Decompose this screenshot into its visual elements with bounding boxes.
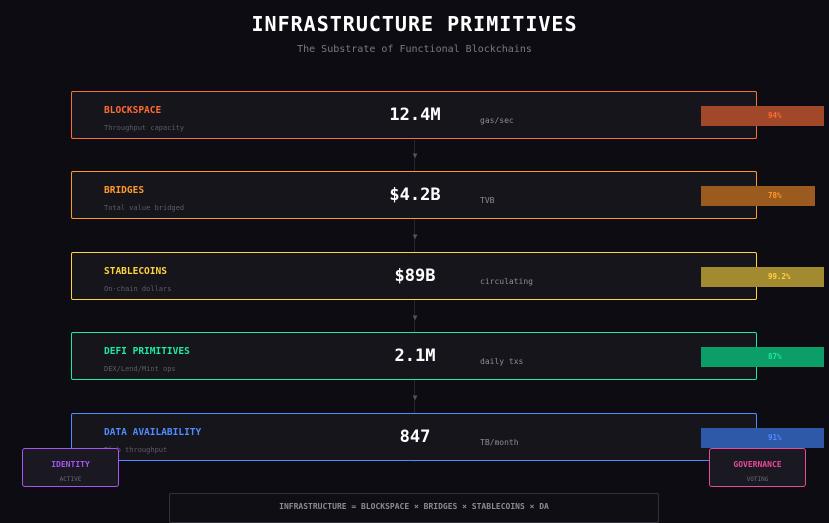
identity-status: ACTIVE [59, 476, 82, 483]
layer-unit: TVB [480, 196, 495, 205]
layer-name: DEFI PRIMITIVES [104, 346, 190, 357]
progress-fill [701, 267, 824, 287]
layer-value: 12.4M [389, 105, 441, 125]
layer-description: DEX/Lend/Mint ops [104, 365, 176, 373]
layer-name: DATA AVAILABILITY [104, 427, 202, 438]
progress-bar-blockspace: 94% [701, 106, 824, 126]
connector-line [414, 140, 415, 462]
layer-value: 2.1M [394, 346, 436, 366]
identity-panel[interactable]: IDENTITY ACTIVE [22, 448, 119, 487]
progress-bar-data-availability: 91% [701, 428, 824, 448]
governance-label: GOVERNANCE [733, 460, 782, 469]
progress-percent: 99.2% [768, 272, 791, 281]
down-arrow-icon: ▼ [412, 151, 418, 160]
progress-fill [701, 347, 824, 367]
progress-percent: 78% [768, 191, 782, 200]
progress-percent: 91% [768, 433, 782, 442]
layer-card-bridges[interactable]: BRIDGES Total value bridged $4.2B TVB [71, 171, 757, 219]
governance-status: VOTING [746, 476, 769, 483]
page-subtitle: The Substrate of Functional Blockchains [297, 44, 532, 55]
progress-percent: 94% [768, 111, 782, 120]
layer-description: Total value bridged [104, 204, 185, 212]
progress-fill [701, 106, 824, 126]
layer-card-blockspace[interactable]: BLOCKSPACE Throughput capacity 12.4M gas/se… [71, 91, 757, 139]
layer-value: 847 [399, 427, 431, 447]
formula-box: INFRASTRUCTURE = BLOCKSPACE × BRIDGES × … [169, 493, 659, 523]
progress-bar-bridges: 78% [701, 186, 824, 206]
layer-card-data-availability[interactable]: DATA AVAILABILITY Blob throughput 847 TB/mo… [71, 413, 757, 461]
layer-description: On-chain dollars [104, 285, 172, 293]
layer-unit: gas/sec [480, 116, 514, 125]
layer-value: $89B [394, 266, 436, 286]
identity-label: IDENTITY [51, 460, 90, 469]
layer-name: BRIDGES [104, 185, 145, 196]
progress-bar-stablecoins: 99.2% [701, 267, 824, 287]
layer-value: $4.2B [389, 185, 441, 205]
progress-bar-defi-primitives: 87% [701, 347, 824, 367]
formula-text: INFRASTRUCTURE = BLOCKSPACE × BRIDGES × … [279, 502, 549, 511]
down-arrow-icon: ▼ [412, 313, 418, 322]
governance-panel[interactable]: GOVERNANCE VOTING [709, 448, 806, 487]
layer-unit: TB/month [480, 438, 519, 447]
page-title: INFRASTRUCTURE PRIMITIVES [251, 12, 578, 36]
down-arrow-icon: ▼ [412, 393, 418, 402]
layer-card-defi-primitives[interactable]: DEFI PRIMITIVES DEX/Lend/Mint ops 2.1M dail… [71, 332, 757, 380]
progress-fill [701, 186, 815, 206]
progress-percent: 87% [768, 352, 782, 361]
layer-unit: daily txs [480, 357, 524, 366]
progress-fill [701, 428, 824, 448]
layer-description: Throughput capacity [104, 124, 185, 132]
layer-description: Blob throughput [104, 446, 168, 454]
layer-unit: circulating [480, 277, 533, 286]
down-arrow-icon: ▼ [412, 232, 418, 241]
layer-name: STABLECOINS [104, 266, 167, 277]
layer-name: BLOCKSPACE [104, 105, 162, 116]
layer-card-stablecoins[interactable]: STABLECOINS On-chain dollars $89B circulati… [71, 252, 757, 300]
